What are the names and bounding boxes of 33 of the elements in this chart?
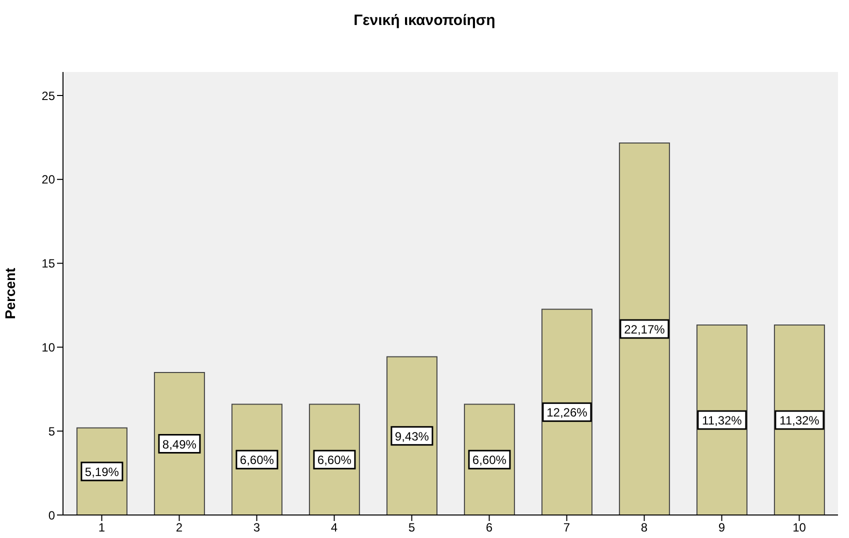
data-label: 9,43% — [394, 429, 430, 444]
data-label: 11,32% — [702, 414, 742, 428]
chart-title: Γενική ικανοποίηση — [352, 12, 496, 29]
data-label: 12,26% — [546, 406, 588, 420]
y-axis-title: Percent — [2, 267, 18, 320]
data-label: 6,60% — [240, 453, 274, 468]
x-tick-label: 8 — [640, 520, 648, 535]
x-tick-label: 3 — [253, 520, 260, 535]
y-tick-label: 5 — [48, 424, 56, 438]
bar — [774, 324, 825, 515]
x-tick-label: 1 — [98, 520, 106, 535]
x-tick-label: 2 — [176, 520, 183, 535]
x-tick-label: 10 — [792, 520, 806, 535]
bar — [618, 142, 670, 515]
y-tick-label: 15 — [42, 256, 56, 271]
bar — [386, 356, 438, 515]
data-label: 8,49% — [162, 437, 197, 452]
data-label: 6,60% — [472, 453, 507, 468]
x-tick-label: 9 — [718, 520, 726, 535]
y-tick-label: 25 — [42, 88, 56, 103]
bar — [696, 324, 748, 515]
x-tick-label: 5 — [408, 520, 416, 535]
x-tick-label: 6 — [486, 520, 493, 535]
x-tick-label: 7 — [563, 520, 570, 535]
data-label: 6,60% — [317, 453, 352, 468]
data-label: 22,17% — [624, 322, 666, 336]
data-label: 11,32% — [780, 414, 820, 428]
y-tick-label: 0 — [48, 508, 56, 522]
bar — [541, 308, 592, 515]
y-tick-label: 20 — [42, 172, 56, 187]
data-label: 5,19% — [84, 464, 120, 479]
y-tick-label: 10 — [42, 340, 56, 354]
x-tick-label: 4 — [330, 520, 338, 535]
